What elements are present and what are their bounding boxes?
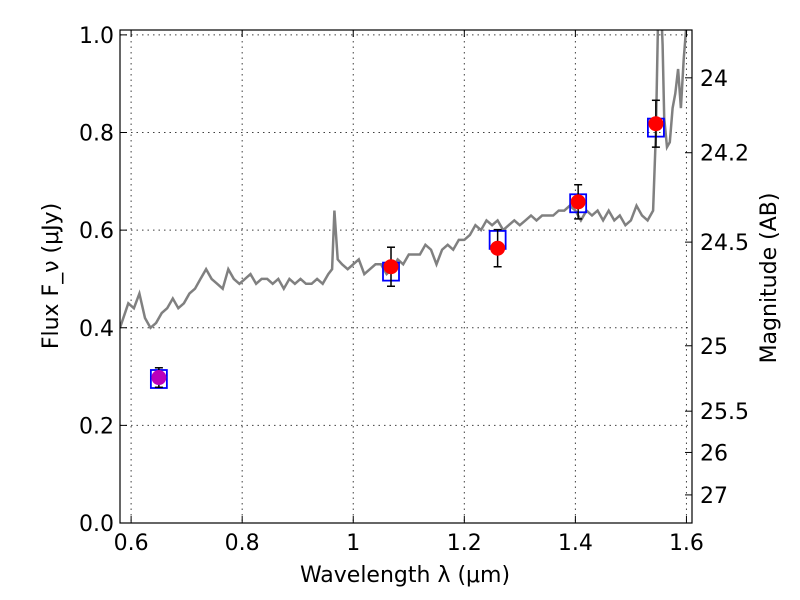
right-tick-label: 25 [700, 335, 728, 360]
right-axis-title: Magnitude (AB) [757, 193, 782, 364]
grid-lines [120, 30, 692, 524]
data-point [383, 259, 399, 275]
x-tick-label: 1 [346, 531, 360, 556]
data-point [648, 116, 664, 132]
y-axis-title: Flux F_ν (μJy) [39, 203, 64, 349]
x-tick-label: 0.8 [225, 531, 260, 556]
right-tick-label: 24 [700, 67, 728, 92]
plot-frame [119, 29, 693, 524]
x-tick-label: 1.4 [558, 531, 593, 556]
x-axis-title: Wavelength λ (μm) [300, 563, 510, 588]
y-tick-label: 0.8 [79, 122, 114, 147]
y-tick-label: 0.0 [79, 512, 114, 537]
right-tick-label: 24.5 [700, 231, 749, 256]
right-tick-label: 27 [700, 484, 728, 509]
y-tick-label: 0.2 [79, 414, 114, 439]
right-tick-label: 25.5 [700, 400, 749, 425]
data-point-magenta [151, 370, 167, 386]
right-tick-label: 24.2 [700, 142, 749, 167]
spectrum-line [120, 30, 688, 330]
y-tick-label: 0.4 [79, 317, 114, 342]
ticks: 0.6 0.8 1 1.2 1.4 1.6 0.0 0.2 0.4 0.6 0.8 1.0 24 24.2… [79, 24, 749, 556]
data-point [490, 240, 506, 256]
x-tick-label: 1.6 [669, 531, 704, 556]
x-tick-label: 0.6 [114, 531, 149, 556]
data-point [570, 194, 586, 210]
y-tick-label: 1.0 [79, 24, 114, 49]
right-tick-label: 26 [700, 441, 728, 466]
x-tick-label: 1.2 [447, 531, 482, 556]
y-tick-label: 0.6 [79, 219, 114, 244]
plot-data [120, 30, 688, 389]
